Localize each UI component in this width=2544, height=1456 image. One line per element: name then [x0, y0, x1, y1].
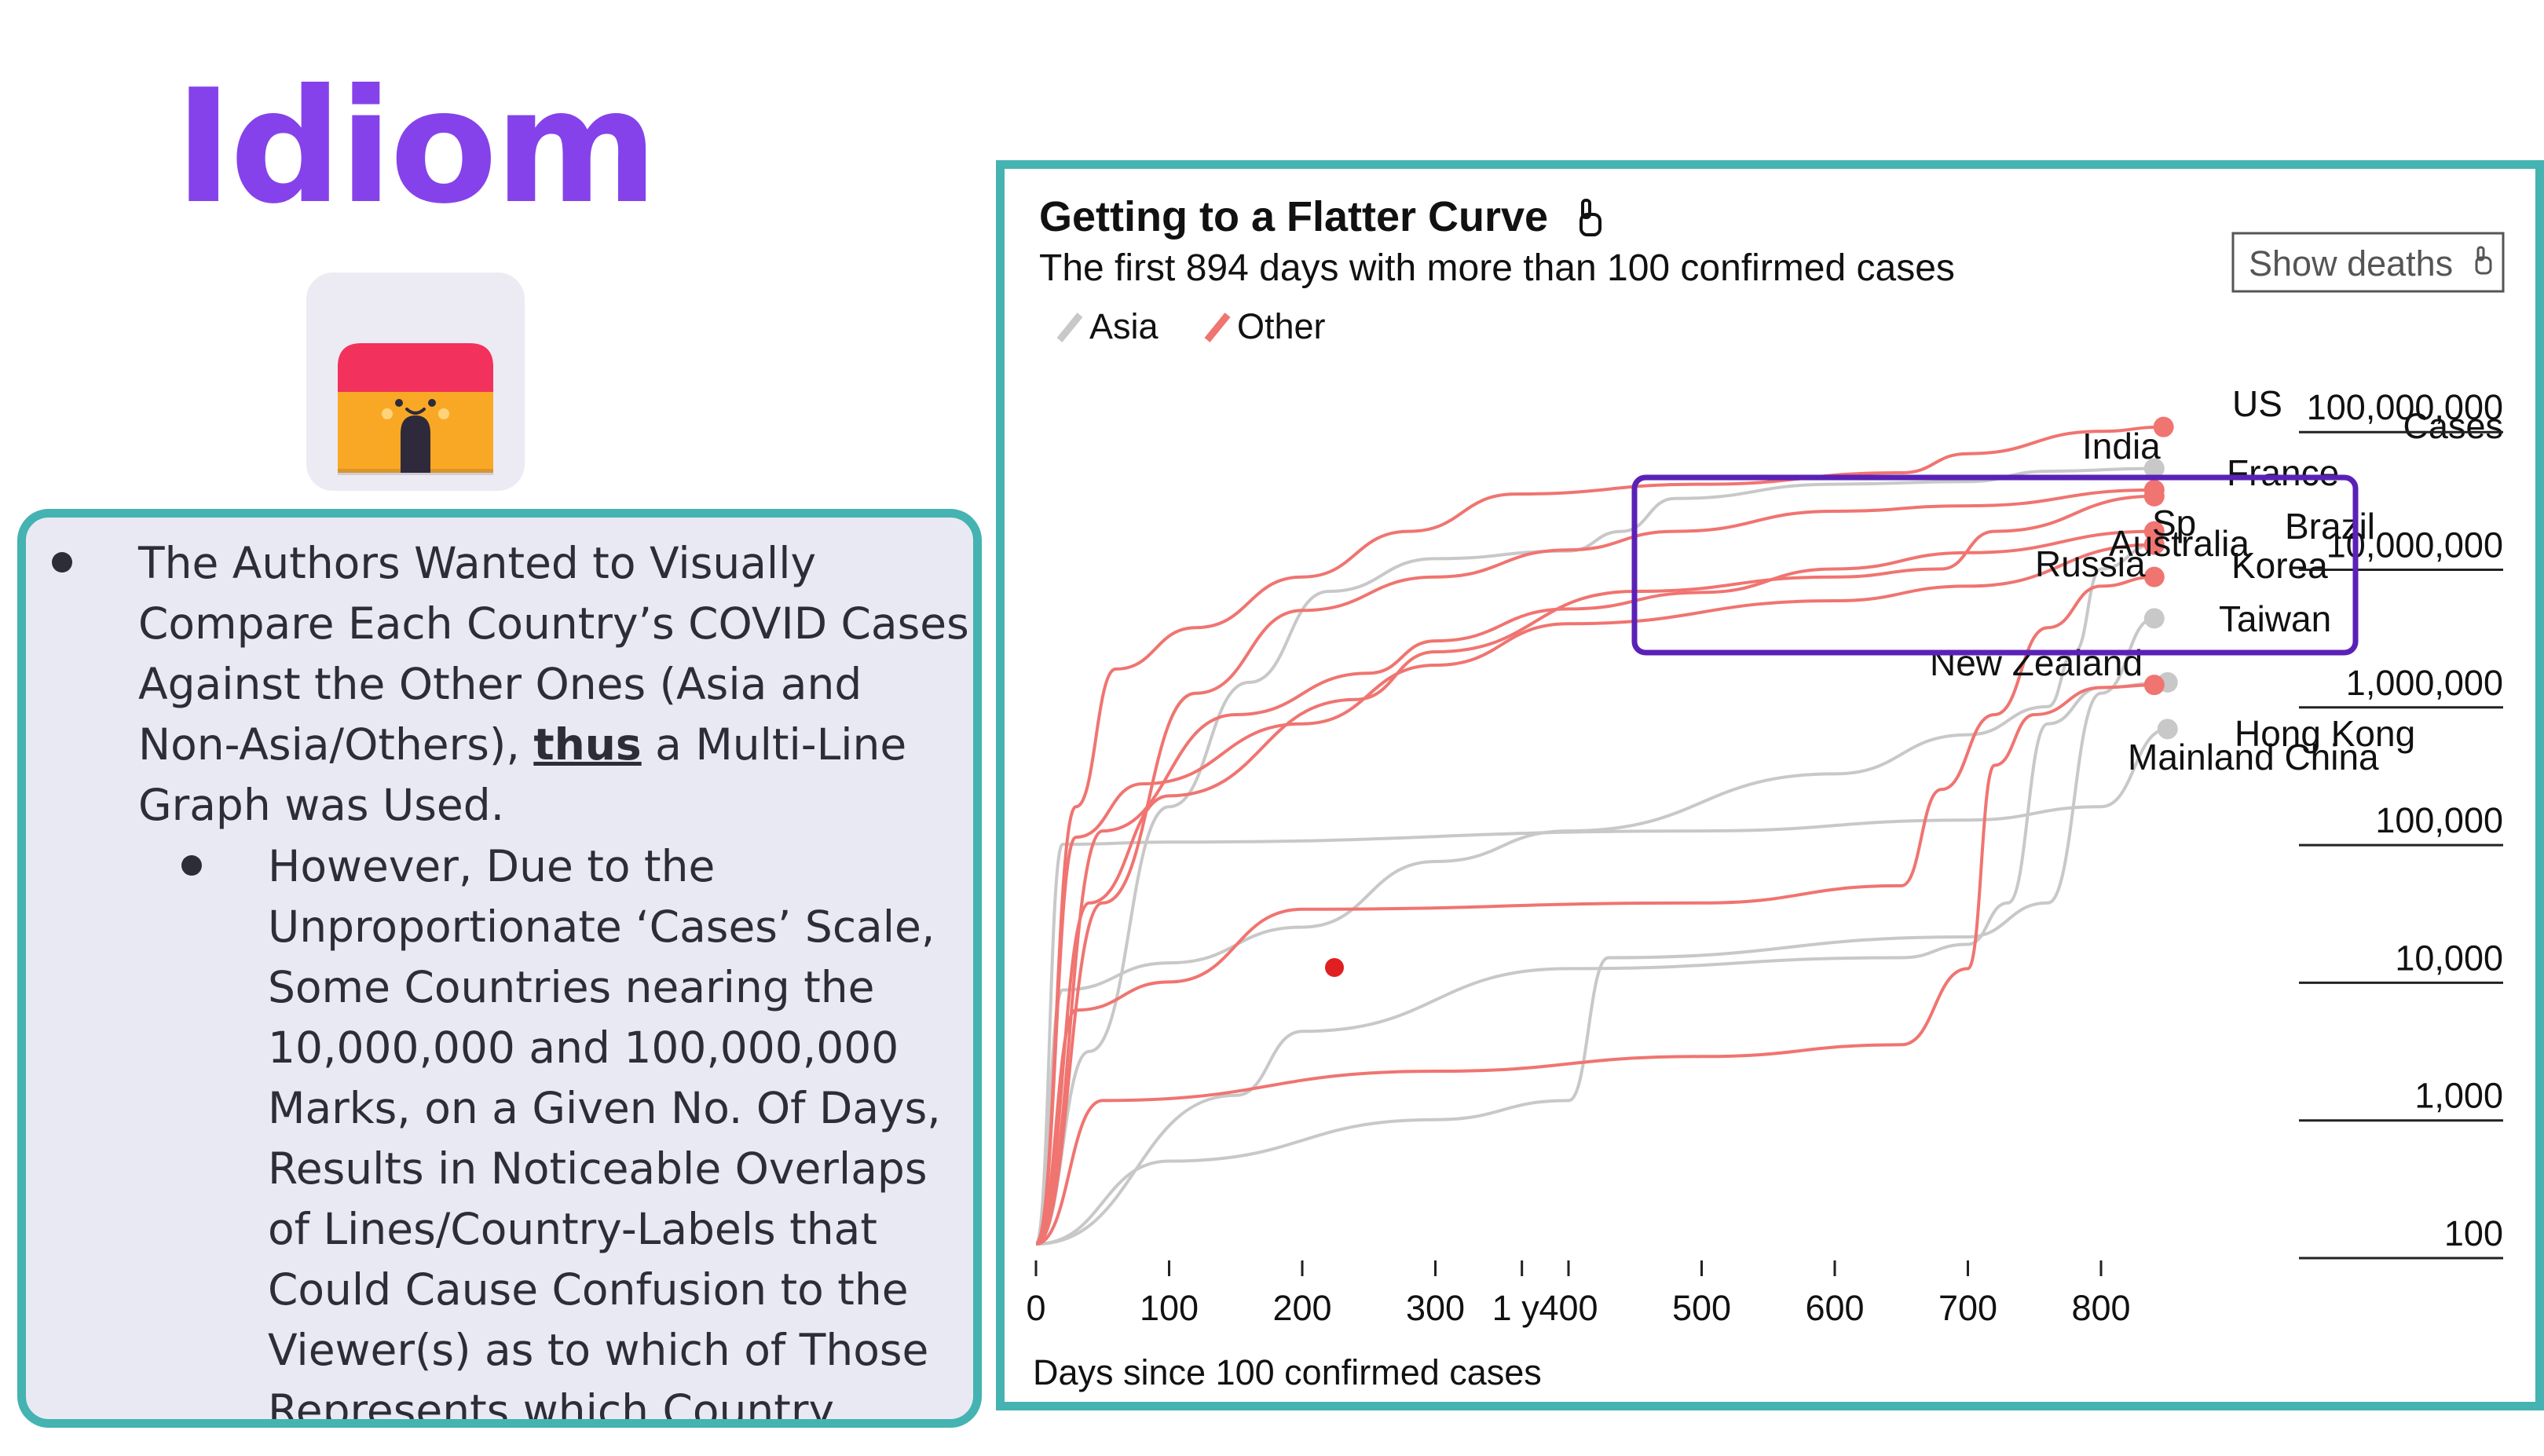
one-year-annotation: 1 y	[1492, 1288, 1540, 1328]
bullet-text-secondary: However, Due to the Unproportionate ‘Cas…	[268, 841, 941, 1428]
series-end-dot-taiwan[interactable]	[2143, 608, 2165, 629]
legend-item-asia[interactable]: Asia	[1056, 306, 1159, 346]
country-label-india: India	[2082, 426, 2161, 466]
bullet-text-conclusion: a Multi-Line Graph was Used.	[138, 719, 907, 830]
x-tick-label: 100	[1140, 1288, 1199, 1328]
series-end-dot-brazil[interactable]	[2143, 479, 2165, 500]
series-end-markers	[2143, 416, 2178, 740]
x-tick-label: 200	[1272, 1288, 1331, 1328]
explanation-panel: The Authors Wanted to Visually Compare E…	[17, 509, 982, 1428]
overlap-highlight-box	[1631, 474, 2359, 656]
series-lines	[1034, 425, 2169, 1246]
series-line-mainland-china[interactable]	[1034, 727, 2169, 1246]
series-line-us[interactable]	[1034, 425, 2164, 1246]
legend-item-other[interactable]: Other	[1204, 306, 1326, 346]
series-line-australia[interactable]	[1034, 575, 2154, 1246]
x-tick-label: 400	[1539, 1288, 1598, 1328]
show-deaths-button[interactable]: Show deaths	[2231, 232, 2505, 293]
series-line-india[interactable]	[1035, 466, 2154, 1246]
y-tick-label: 100,000	[2375, 800, 2503, 840]
slide-title: Idiom	[174, 56, 658, 239]
series-end-dot-new-zealand[interactable]	[2143, 675, 2165, 696]
series-line-hong-kong[interactable]	[1035, 680, 2168, 1246]
series-end-dot-us[interactable]	[2153, 416, 2174, 437]
series-end-dot-australia[interactable]	[2143, 566, 2165, 587]
chart-figure: Getting to a Flatter Curve The first 894…	[1026, 193, 2505, 1392]
y-tick-label: 1,000,000	[2346, 663, 2503, 703]
x-tick-label: 700	[1938, 1288, 1997, 1328]
legend-swatch-other	[1204, 313, 1231, 342]
hover-marker	[1325, 958, 1344, 977]
sub-bullet-dot-icon	[181, 855, 202, 876]
pointer-hand-icon	[1579, 199, 1601, 236]
bullet-dot-icon	[52, 552, 72, 573]
series-end-dot-russia[interactable]	[2143, 521, 2165, 542]
country-label-france: France	[2227, 452, 2339, 493]
series-line-russia[interactable]	[1035, 529, 2154, 1246]
x-axis-title: Days since 100 confirmed cases	[1033, 1352, 1542, 1392]
country-label-taiwan: Taiwan	[2219, 598, 2331, 639]
series-line-sp[interactable]	[1034, 543, 2154, 1246]
legend-label-other: Other	[1237, 306, 1326, 346]
chart-subtitle: The first 894 days with more than 100 co…	[1039, 247, 1955, 289]
y-tick-label: 1,000	[2414, 1076, 2503, 1116]
series-line-new-zealand[interactable]	[1035, 683, 2154, 1246]
legend-swatch-asia	[1056, 313, 1083, 342]
series-end-dot-mainland-china[interactable]	[2157, 719, 2178, 740]
chart-panel: Getting to a Flatter Curve The first 894…	[996, 160, 2544, 1410]
y-axis: Cases 1001,00010,000100,0001,000,00010,0…	[2299, 387, 2503, 1260]
y-axis-title: Cases	[2403, 406, 2503, 446]
y-tick-label: 100,000,000	[2307, 387, 2503, 427]
series-end-dot-india[interactable]	[2143, 458, 2165, 479]
country-label-brazil: Brazil	[2285, 506, 2375, 547]
chart-legend: Asia Other	[1056, 306, 1326, 346]
country-label-australia: Australia	[2109, 523, 2249, 564]
x-tick-label: 500	[1672, 1288, 1731, 1328]
country-label-new-zealand: New Zealand	[1930, 642, 2143, 683]
x-tick-label: 800	[2071, 1288, 2130, 1328]
show-deaths-label: Show deaths	[2249, 243, 2453, 284]
house-face-icon	[306, 273, 525, 491]
x-axis: Days since 100 confirmed cases 0 100 200 30…	[1026, 1260, 2354, 1392]
pointer-hand-icon	[2475, 246, 2492, 275]
country-label-hong-kong: Hong Kong	[2235, 713, 2415, 754]
country-labels: US India France Brazil Sp Australia Russ…	[1930, 383, 2415, 777]
x-tick-label: 300	[1406, 1288, 1465, 1328]
chart-title: Getting to a Flatter Curve	[1039, 193, 1548, 240]
country-label-mainland-china: Mainland China	[2128, 737, 2379, 777]
series-line-france[interactable]	[1035, 494, 2154, 1246]
x-tick-label: 600	[1805, 1288, 1864, 1328]
y-tick-label: 100	[2444, 1213, 2503, 1253]
country-label-sp: Sp	[2152, 503, 2196, 543]
emphasis-word: thus	[533, 719, 642, 770]
country-label-korea: Korea	[2231, 545, 2328, 586]
series-line-brazil[interactable]	[1035, 488, 2154, 1246]
y-tick-label: 10,000	[2395, 938, 2503, 978]
country-label-russia: Russia	[2035, 543, 2146, 584]
x-tick-label: 0	[1026, 1288, 1045, 1328]
bullet-text-intro: The Authors Wanted to Visually Compare E…	[138, 538, 969, 770]
country-label-us: US	[2232, 383, 2282, 424]
series-line-taiwan[interactable]	[1035, 616, 2155, 1246]
bullet-text-primary: The Authors Wanted to Visually Compare E…	[138, 533, 971, 836]
legend-label-asia: Asia	[1089, 306, 1159, 346]
